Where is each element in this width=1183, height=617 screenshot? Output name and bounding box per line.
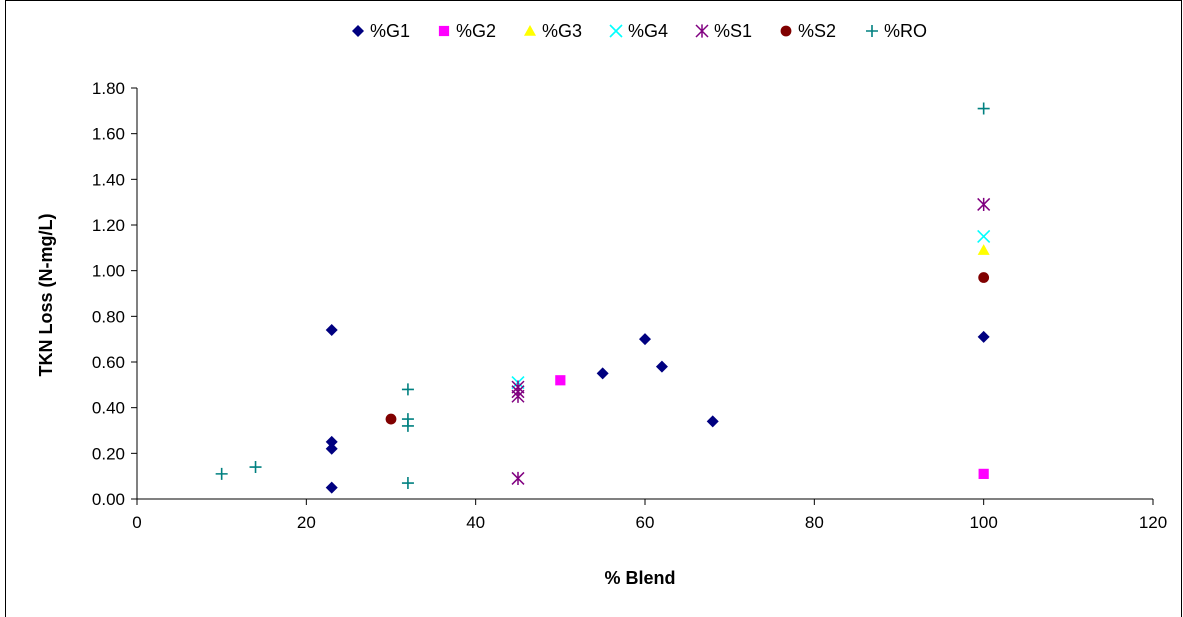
series-s1: [511, 197, 991, 486]
x-tick-label: 20: [297, 513, 316, 532]
data-point: [978, 468, 989, 479]
x-tick-label: 120: [1139, 513, 1167, 532]
legend-label: %G4: [628, 21, 668, 41]
data-point: [401, 477, 414, 490]
y-tick-label: 0.60: [92, 353, 125, 372]
legend-item: %G3: [524, 21, 582, 41]
data-point: [977, 197, 991, 212]
data-point: [401, 419, 414, 432]
legend-label: %S1: [714, 21, 752, 41]
data-point: [215, 467, 228, 480]
data-point: [596, 367, 609, 380]
data-point: [977, 244, 990, 255]
legend-marker: [609, 24, 623, 38]
data-point: [385, 413, 397, 425]
x-tick-label: 100: [969, 513, 997, 532]
legend-item: %S2: [780, 21, 836, 41]
data-point: [325, 442, 338, 455]
data-point: [511, 389, 525, 403]
x-tick-label: 60: [636, 513, 655, 532]
y-tick-label: 1.80: [92, 79, 125, 98]
plot-points: [215, 102, 991, 494]
chart-border: [5, 0, 1182, 617]
legend-item: %S1: [695, 21, 752, 41]
series-ro: [215, 102, 990, 490]
y-tick-label: 1.40: [92, 170, 125, 189]
legend-item: %G1: [352, 21, 410, 41]
legend-marker: [438, 25, 450, 37]
y-tick-label: 1.60: [92, 125, 125, 144]
data-point: [706, 415, 719, 428]
x-tick-label: 40: [466, 513, 485, 532]
legend-marker: [866, 25, 878, 37]
x-tick-label: 0: [132, 513, 141, 532]
x-tick-label: 80: [805, 513, 824, 532]
y-tick-label: 0.80: [92, 307, 125, 326]
legend-label: %G2: [456, 21, 496, 41]
data-point: [977, 102, 990, 115]
y-axis-title: TKN Loss (N-mg/L): [36, 214, 56, 377]
data-point: [555, 375, 566, 386]
legend-item: %G2: [438, 21, 496, 41]
series-s2: [385, 272, 990, 425]
legend-marker: [352, 25, 364, 37]
legend-label: %RO: [884, 21, 927, 41]
y-tick-label: 0.40: [92, 399, 125, 418]
data-point: [325, 435, 338, 448]
y-tick-label: 1.20: [92, 216, 125, 235]
data-point: [249, 461, 262, 474]
legend-label: %G3: [542, 21, 582, 41]
legend-item: %G4: [609, 21, 668, 41]
y-tick-label: 0.20: [92, 444, 125, 463]
legend-marker: [695, 24, 709, 38]
data-point: [639, 333, 651, 346]
series-g3: [977, 244, 990, 255]
legend-item: %RO: [866, 21, 927, 41]
data-point: [325, 481, 338, 494]
y-tick-label: 0.00: [92, 490, 125, 509]
x-axis-title: % Blend: [604, 568, 675, 588]
data-point: [977, 229, 991, 243]
y-tick-label: 1.00: [92, 262, 125, 281]
series-g1: [325, 324, 990, 494]
legend-marker: [524, 25, 536, 36]
legend: %G1 %G2 %G3 %G4 %S1 %S2 %RO: [352, 21, 927, 41]
y-axis: 0.00 0.20 0.40 0.60 0.80 1.00 1.20 1.40 1.60 1.80: [92, 79, 138, 509]
legend-label: %G1: [370, 21, 410, 41]
legend-label: %S2: [798, 21, 836, 41]
data-point: [511, 471, 525, 486]
series-g2: [555, 375, 989, 479]
legend-marker: [780, 25, 792, 37]
data-point: [977, 330, 990, 343]
data-point: [978, 272, 990, 283]
data-point: [655, 360, 668, 373]
data-point: [325, 324, 338, 337]
data-point: [401, 383, 414, 396]
x-axis: 0 20 40 60 80 100 120: [132, 498, 1167, 532]
